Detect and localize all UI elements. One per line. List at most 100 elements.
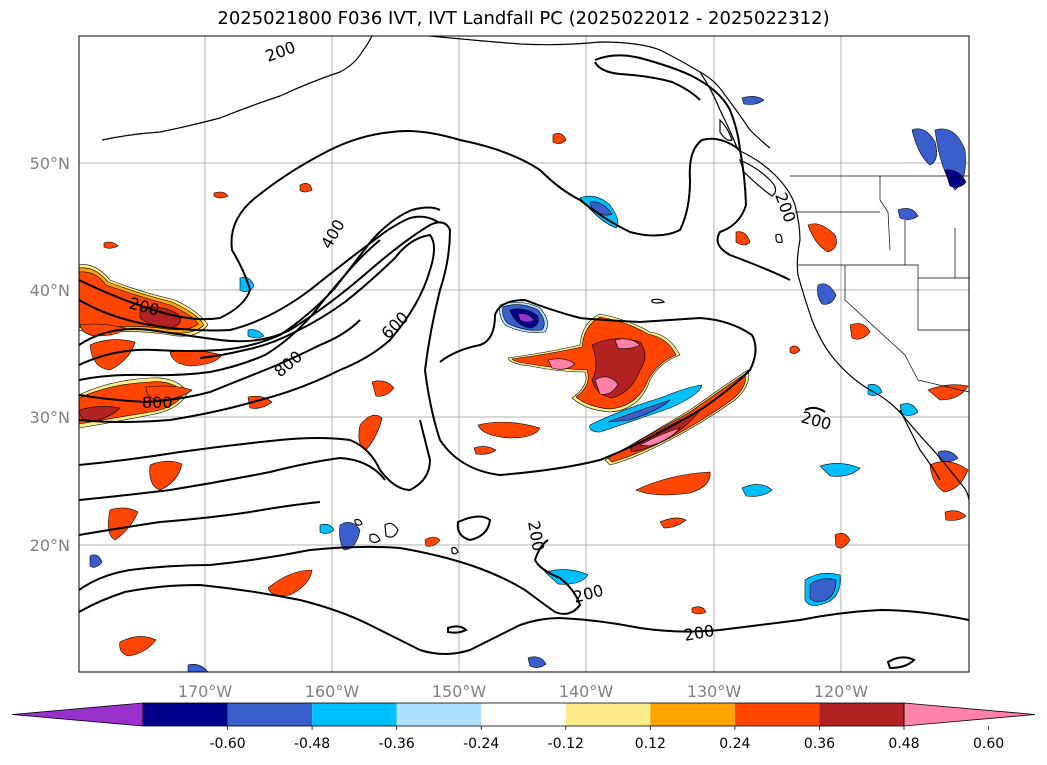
lat-label-50n: 50°N (30, 154, 70, 173)
ivt-neg-region (517, 313, 535, 323)
haida-gwaii (719, 118, 733, 141)
ivt-contour-200 (804, 406, 826, 413)
colorbar-tick-label: 0.12 (635, 736, 666, 752)
island (369, 533, 381, 544)
ivt-region (477, 421, 541, 439)
state-border (905, 264, 969, 331)
ivt-region (552, 133, 567, 144)
ivt-contour-200 (594, 61, 701, 101)
ivt-region (944, 510, 967, 521)
ivt-region (547, 358, 576, 370)
lat-label-40n: 40°N (30, 281, 70, 300)
colorbar-segment (227, 703, 313, 726)
ivt-region (789, 345, 801, 354)
island (354, 518, 363, 526)
vancouver-island (739, 158, 777, 197)
ivt-contour-200 (79, 583, 969, 655)
ivt-neg-region (817, 283, 837, 305)
colorbar-tick-label: -0.36 (379, 736, 415, 752)
mexico-border (917, 379, 969, 393)
island (651, 298, 666, 304)
ivt-neg-region (247, 329, 265, 339)
ivt-region (735, 231, 751, 246)
us-west-coast (797, 274, 969, 501)
lon-label-140w: 140°W (559, 682, 614, 701)
lon-label-160w: 160°W (305, 682, 360, 701)
colorbar-segment (481, 703, 566, 726)
colorbar-tick-label: -0.60 (209, 736, 245, 752)
ivt-neg-region (741, 96, 765, 105)
ivt-neg-region (819, 463, 861, 477)
ivt-region (927, 384, 969, 401)
ivt-contour-800 (79, 239, 381, 381)
ivt-region (119, 636, 157, 657)
ivt-neg-region (911, 128, 937, 166)
colorbar-segment (734, 703, 820, 726)
ivt-region (79, 406, 121, 423)
ivt-region (424, 536, 441, 547)
bc-coast (737, 149, 801, 276)
ivt-region (145, 385, 193, 401)
state-border (844, 265, 919, 381)
colorbar-tick-label: -0.24 (463, 736, 499, 752)
colorbar-tick-label: 0.48 (888, 736, 919, 752)
colorbar-segment (650, 703, 735, 726)
alaska-panhandle (699, 71, 771, 149)
ivt-contour-200 (79, 539, 582, 615)
ivt-contours (79, 54, 969, 670)
ivt-contour-200 (886, 656, 916, 670)
ivt-neg-region (319, 523, 335, 534)
ivt-region (614, 338, 641, 349)
map-frame (78, 35, 970, 673)
lon-label-170w: 170°W (178, 682, 233, 701)
colorbar-tick-label: 0.24 (719, 736, 750, 752)
ivt-region (149, 460, 183, 491)
ivt-contour-400 (79, 206, 441, 366)
island (384, 522, 399, 538)
lon-label-120w: 120°W (814, 682, 869, 701)
longitude-labels: 170°W 160°W 150°W 140°W 130°W 120°W (178, 682, 869, 701)
lon-label-150w: 150°W (432, 682, 487, 701)
ivt-neg-region (741, 484, 773, 497)
ivt-contour-200 (79, 130, 791, 321)
ivt-region (89, 339, 136, 371)
map-title: 2025021800 F036 IVT, IVT Landfall PC (20… (217, 8, 830, 29)
lat-label-20n: 20°N (30, 536, 70, 555)
colorbar-extend-low (11, 702, 144, 727)
ivt-neg-region (809, 578, 837, 602)
islands (354, 233, 783, 555)
alaska-coast (101, 36, 373, 141)
ivt-region (103, 241, 119, 249)
ivt-region (834, 533, 851, 549)
ivt-neg-region (89, 554, 103, 568)
coastlines (101, 36, 969, 501)
colorbar: -0.60 -0.48 -0.36 -0.24 -0.12 0.12 0.24 0.36 0.4… (11, 702, 1036, 752)
ivt-contour-200 (79, 501, 321, 536)
ivt-region (691, 606, 707, 615)
ivt-contour-200 (79, 456, 386, 501)
ivt-contour-200 (79, 221, 757, 477)
ivt-neg-region (339, 522, 361, 551)
ivt-region (79, 323, 126, 337)
ivt-region (594, 376, 619, 395)
ivt-region (511, 316, 677, 410)
colorbar-tick-label: 0.60 (973, 736, 1004, 752)
ivt-neg-region (527, 656, 547, 668)
ivt-region (659, 517, 687, 529)
ivt-contour-200 (79, 419, 432, 492)
contour-label: 800 (142, 393, 173, 412)
negative-ivt-regions (89, 96, 967, 672)
ivt-region (371, 380, 395, 397)
colorbar-segment (312, 703, 397, 726)
ivt-neg-region (944, 169, 967, 188)
ivt-neg-region (897, 208, 919, 220)
alaska-coast (429, 36, 739, 151)
colorbar-segment (143, 703, 228, 726)
ivt-region (607, 373, 746, 463)
ivt-region (849, 323, 871, 340)
ivt-region (639, 427, 681, 447)
ivt-region (139, 306, 181, 329)
colorbar-tick-label: -0.48 (294, 736, 330, 752)
colorbar-frame (142, 702, 905, 727)
